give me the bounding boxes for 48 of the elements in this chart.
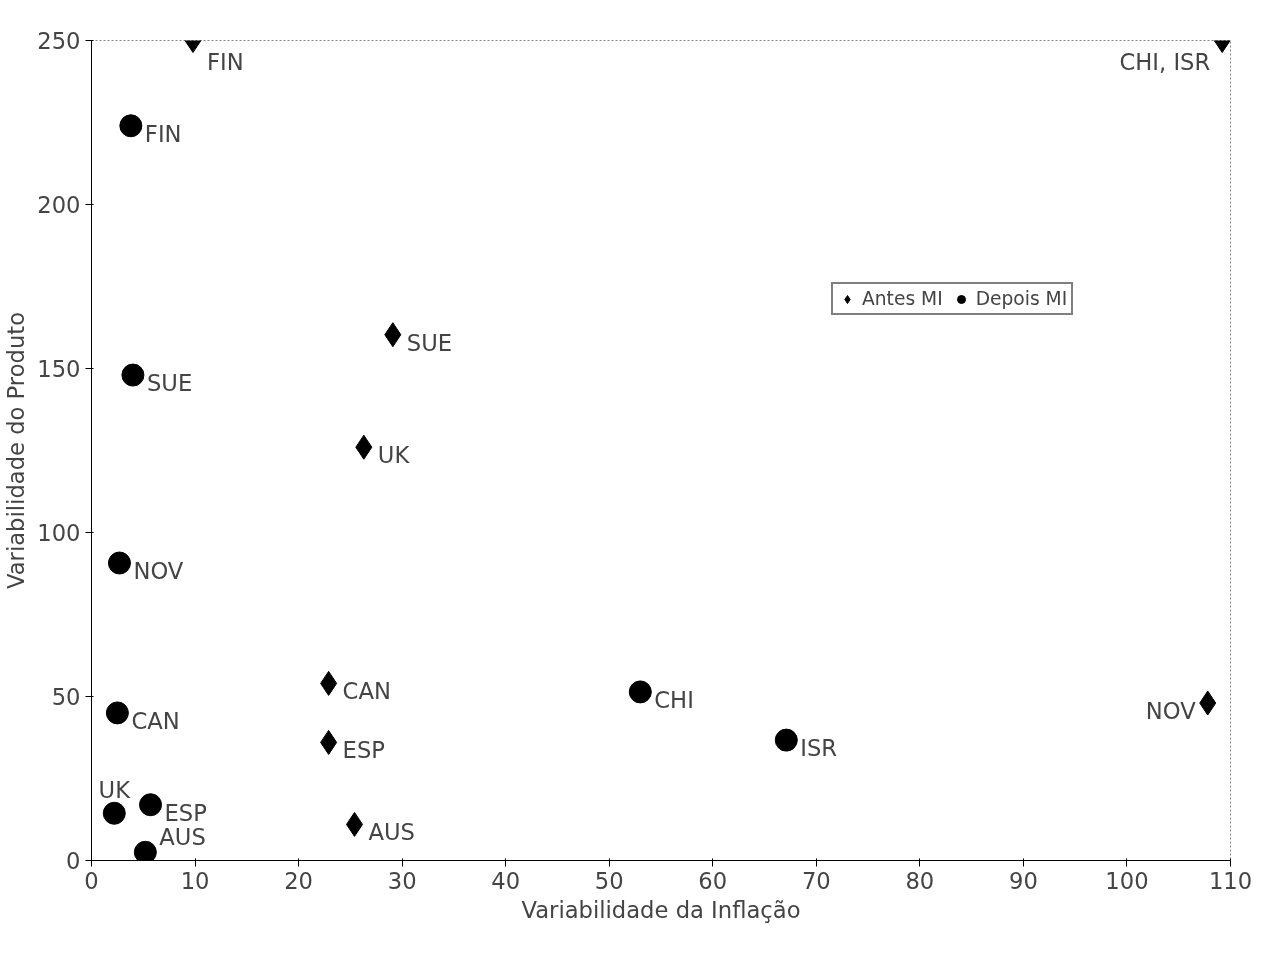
x-tick-label: 110 [1208,867,1253,894]
annotation: AUS [368,819,415,846]
y-tick-label: 50 [51,684,81,710]
x-tick-label: 40 [491,867,521,894]
annotation: CHI [654,686,694,713]
x-tick-label: 50 [594,867,624,894]
y-tick-label: 150 [37,356,81,382]
annotation: UK [98,777,132,804]
x-tick-label: 90 [1008,867,1038,894]
annotation: CAN [342,678,391,705]
annotation: NOV [1145,698,1197,725]
x-tick-label: 100 [1105,867,1149,894]
point [139,793,163,817]
x-tick-label: 10 [180,867,210,894]
x-tick-label: 70 [801,867,831,894]
x-tick-label: 80 [905,867,935,894]
point [133,840,157,861]
legend-label: Antes MI [862,288,943,309]
x-tick-label: 60 [698,867,728,894]
point [107,551,131,575]
annotation: FIN [206,48,244,75]
y-tick-label: 100 [37,520,81,546]
annotation: ESP [342,737,385,764]
x-axis-title: Variabilidade da Inflação [521,896,801,923]
annotation: AUS [159,824,206,851]
annotation: SUE [146,370,193,397]
point [102,801,126,825]
x-tick-label: 20 [284,867,314,894]
annotation: ESP [164,799,207,826]
y-tick-label: 200 [37,192,81,218]
x-tick-label: 0 [84,867,99,894]
annotation: FIN [144,120,182,147]
y-axis-title: Variabilidade do Produto [3,311,30,590]
point [119,114,143,138]
point [121,363,145,387]
annotation: CHI, ISR [1119,48,1211,75]
y-tick-label: 250 [37,28,81,54]
point [628,680,652,704]
y-tick-label: 0 [66,848,81,874]
annotation: CAN [131,707,180,734]
annotation: UK [377,442,411,469]
legend-label: Depois MI [975,288,1068,309]
point [774,728,798,752]
x-tick-label: 30 [387,867,417,894]
point [105,701,129,725]
annotation: ISR [800,735,838,762]
annotation: SUE [406,329,453,356]
annotation: NOV [133,558,184,584]
